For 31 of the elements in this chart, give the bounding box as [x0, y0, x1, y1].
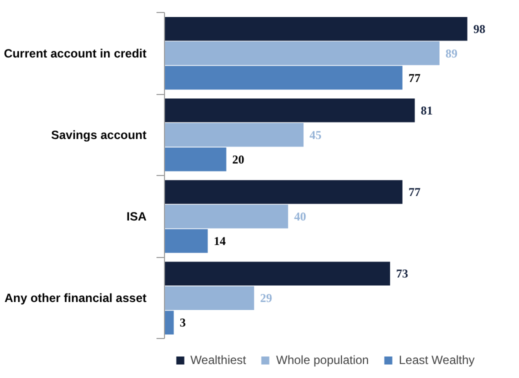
data-label: 45 — [310, 128, 322, 142]
data-label: 98 — [473, 22, 486, 36]
data-label: 20 — [232, 152, 244, 166]
data-label: 77 — [408, 70, 420, 85]
data-label: 29 — [260, 291, 272, 306]
legend-label: Whole population — [276, 353, 369, 367]
legend-label: Least Wealthy — [398, 353, 475, 367]
bar — [164, 123, 304, 147]
data-label: 3 — [180, 316, 186, 330]
y-tick-label: Current account in credit — [4, 46, 147, 60]
legend-label: Wealthiest — [190, 353, 246, 367]
bar — [164, 148, 226, 172]
y-tick-label: ISA — [126, 210, 147, 224]
data-label: 14 — [214, 234, 226, 248]
bar — [164, 16, 468, 41]
bar — [164, 310, 174, 334]
bar — [164, 262, 390, 286]
y-tick-label: Savings account — [51, 128, 147, 142]
bar — [164, 229, 208, 253]
bar — [164, 180, 402, 204]
data-label: 89 — [446, 46, 458, 60]
bar — [164, 41, 440, 66]
data-label: 77 — [408, 185, 420, 200]
bar — [164, 66, 402, 90]
data-label: 40 — [294, 210, 306, 224]
data-label: 73 — [396, 266, 408, 281]
bar — [164, 286, 254, 310]
bar — [164, 204, 288, 228]
bar — [164, 98, 415, 122]
y-tick-label: Any other financial asset — [4, 291, 147, 306]
data-label: 81 — [420, 103, 433, 118]
